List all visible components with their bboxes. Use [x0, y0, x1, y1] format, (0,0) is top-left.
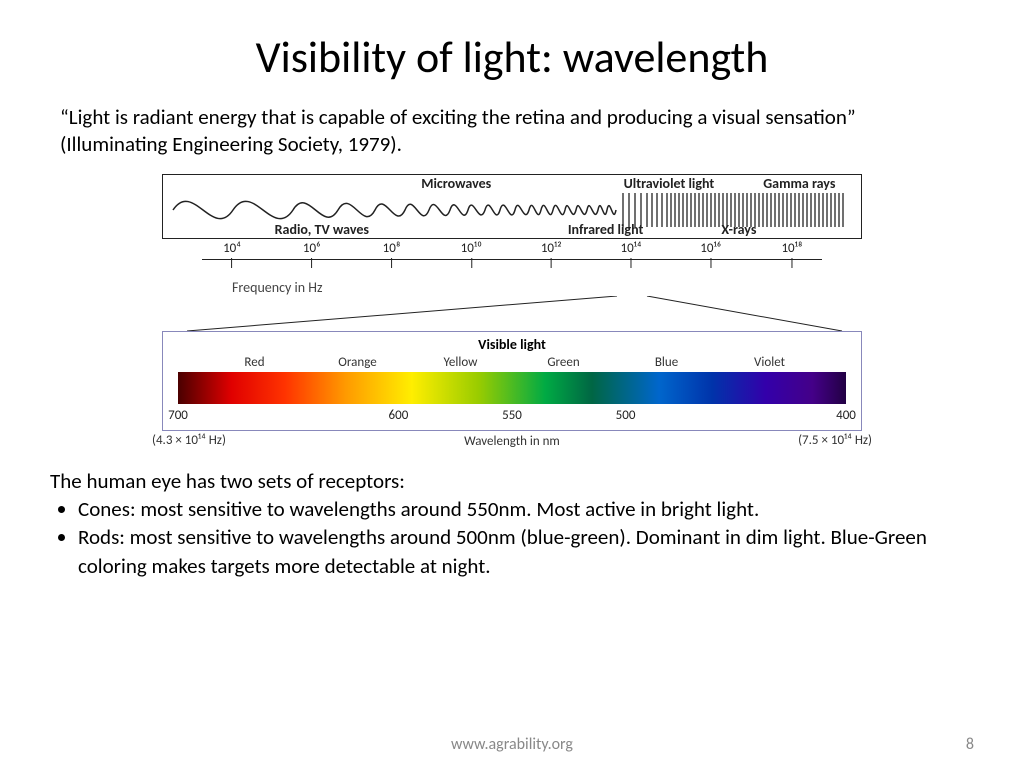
wavelength-tick: 600 — [389, 408, 409, 423]
em-region-label: Radio, TV waves — [275, 221, 369, 238]
wavelength-tick: 500 — [616, 408, 636, 423]
color-name: Blue — [615, 355, 718, 370]
receptors-list: Cones: most sensitive to wavelengths aro… — [78, 495, 974, 580]
em-region-label: Ultraviolet light — [624, 175, 715, 192]
color-name: Violet — [718, 355, 821, 370]
page-number: 8 — [966, 735, 974, 754]
freq-tick: 10¹² — [541, 241, 562, 268]
footer: www.agrability.org 8 — [50, 735, 974, 754]
receptor-item: Rods: most sensitive to wavelengths arou… — [78, 523, 974, 580]
wavelength-tick: 400 — [836, 408, 856, 423]
visible-light-box: Visible light RedOrangeYellowGreenBlueVi… — [162, 331, 862, 431]
wave-curve — [163, 175, 863, 240]
frequency-axis: 10⁴ 10⁶ 10⁸ 10¹⁰ 10¹² 10¹⁴ 10¹⁶ 10¹⁸ — [162, 241, 862, 269]
spectrum-bar — [178, 372, 846, 404]
freq-tick: 10⁸ — [383, 241, 401, 268]
receptors-section: The human eye has two sets of receptors:… — [50, 467, 974, 580]
color-name: Yellow — [409, 355, 512, 370]
em-spectrum-box: Microwaves Ultraviolet light Gamma rays Rad… — [162, 174, 862, 239]
color-name: Orange — [306, 355, 409, 370]
receptor-item: Cones: most sensitive to wavelengths aro… — [78, 495, 974, 523]
color-name: Red — [203, 355, 306, 370]
color-labels: RedOrangeYellowGreenBlueViolet — [203, 355, 821, 370]
quote-text: “Light is radiant energy that is capable… — [60, 104, 964, 159]
freq-tick: 10⁶ — [303, 241, 321, 268]
color-name: Green — [512, 355, 615, 370]
wavelength-tick: 700 — [168, 408, 188, 423]
em-region-label: X-rays — [721, 221, 756, 238]
visible-title: Visible light — [173, 336, 851, 353]
wavelength-tick: 550 — [502, 408, 522, 423]
projector-lines — [162, 301, 862, 331]
freq-tick: 10¹⁶ — [700, 241, 721, 268]
right-hz: (7.5 × 10¹⁴ Hz) — [798, 433, 872, 448]
freq-tick: 10¹⁰ — [461, 241, 482, 268]
spectrum-diagram: Microwaves Ultraviolet light Gamma rays Rad… — [152, 174, 872, 449]
wavelength-axis: 700600550500400 — [178, 408, 846, 424]
freq-tick: 10⁴ — [223, 241, 241, 268]
freq-tick: 10¹⁸ — [781, 241, 802, 268]
receptors-intro: The human eye has two sets of receptors: — [50, 467, 974, 495]
page-title: Visibility of light: wavelength — [50, 30, 974, 84]
wavelength-caption: Wavelength in nm — [152, 434, 872, 449]
frequency-caption: Frequency in Hz — [232, 279, 872, 296]
left-hz: (4.3 × 10¹⁴ Hz) — [152, 433, 226, 448]
em-region-label: Gamma rays — [763, 175, 835, 192]
em-region-label: Infrared light — [568, 221, 643, 238]
em-region-label: Microwaves — [421, 175, 491, 192]
footer-url: www.agrability.org — [50, 735, 974, 754]
freq-tick: 10¹⁴ — [620, 241, 641, 268]
